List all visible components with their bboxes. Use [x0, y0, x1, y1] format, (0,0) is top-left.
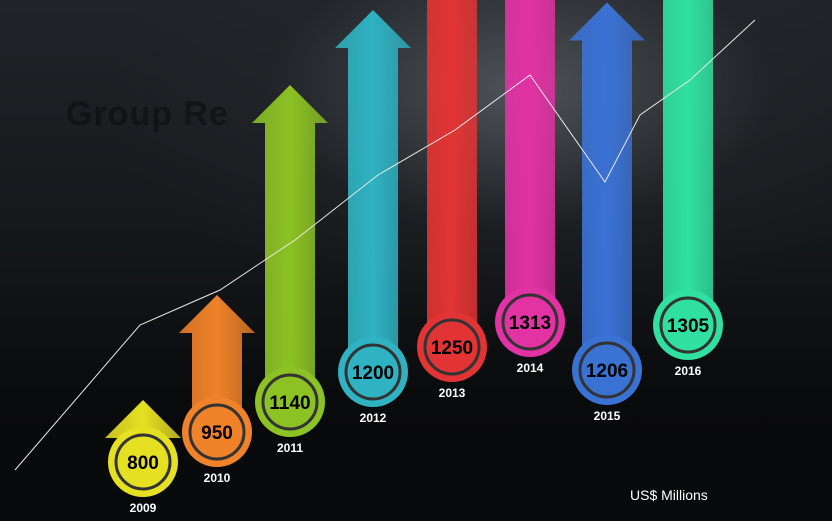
bar-arrow-2015: [569, 2, 645, 370]
data-label: 1250: [431, 338, 473, 359]
year-label: 2016: [675, 364, 702, 378]
value-badge-ring: [114, 433, 172, 491]
year-label: 2011: [277, 441, 303, 455]
bar-arrow-2016: [663, 0, 713, 325]
year-label: 2009: [130, 501, 157, 515]
year-label: 2015: [594, 409, 621, 423]
chart-title-watermark: Group Re: [66, 95, 229, 133]
value-badge-ring: [501, 293, 559, 351]
year-label: 2012: [360, 411, 387, 425]
bar-arrow-2012: [335, 10, 411, 372]
trend-line: [14, 19, 756, 471]
value-badge-ring: [423, 318, 481, 376]
value-badge-ring: [578, 341, 636, 399]
value-badge-ring: [659, 296, 717, 354]
data-label: 1200: [352, 363, 394, 384]
unit-label: US$ Millions: [630, 487, 708, 503]
data-label: 1305: [667, 316, 710, 337]
year-label: 2014: [517, 361, 544, 375]
data-label: 1313: [509, 313, 551, 334]
bar-arrow-2010: [179, 295, 255, 432]
value-badge-ring: [344, 343, 402, 401]
value-badge-ring: [188, 403, 246, 461]
value-badge-ring: [261, 373, 319, 431]
data-label: 1206: [586, 361, 628, 382]
data-label: 950: [201, 423, 233, 444]
bar-arrow-2013: [427, 0, 477, 347]
bar-arrow-2014: [505, 0, 555, 322]
year-label: 2010: [204, 471, 231, 485]
data-label: 1140: [269, 393, 310, 414]
data-label: 800: [127, 453, 159, 474]
year-label: 2013: [439, 386, 466, 400]
